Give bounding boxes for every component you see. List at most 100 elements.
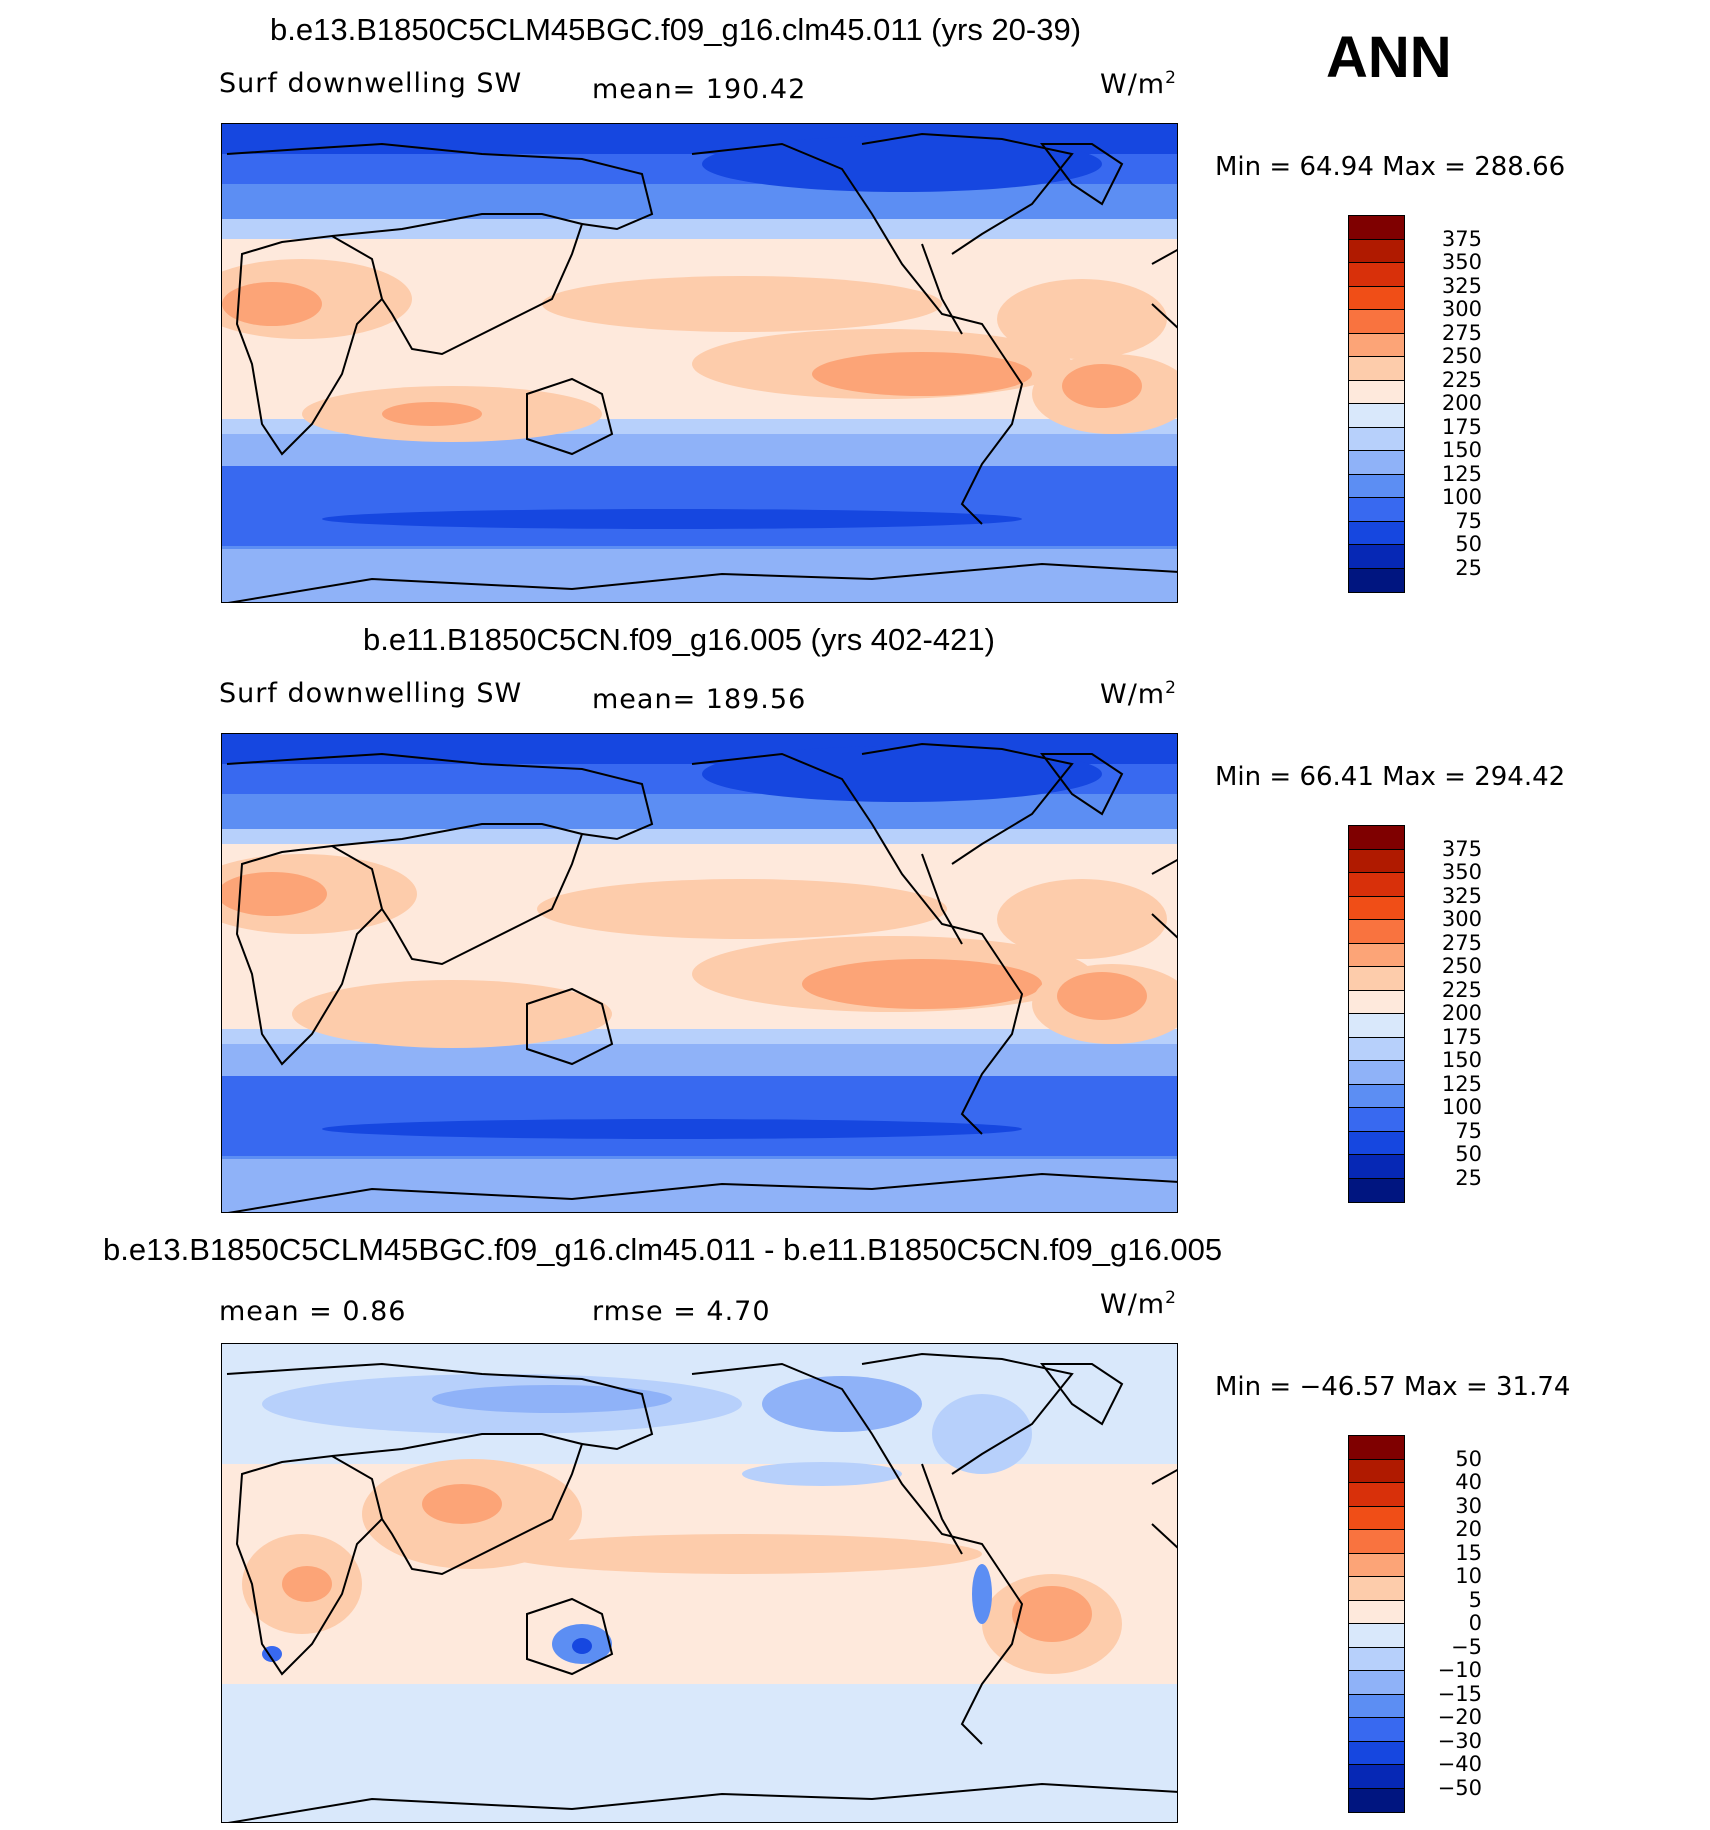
colorbar-swatch bbox=[1349, 474, 1404, 498]
colorbar-swatch bbox=[1349, 849, 1404, 873]
colorbar-tick-label: 125 bbox=[1441, 461, 1482, 486]
colorbar-tick-label: 300 bbox=[1441, 297, 1482, 321]
panel-1-variable: Surf downwelling SW bbox=[219, 68, 523, 99]
colorbar-swatch bbox=[1349, 1741, 1404, 1765]
colorbar-tick-label: 150 bbox=[1441, 1048, 1482, 1072]
colorbar-tick-label: 100 bbox=[1441, 485, 1482, 509]
units-superscript: 2 bbox=[1165, 1288, 1177, 1308]
panel-2-variable: Surf downwelling SW bbox=[219, 678, 523, 709]
colorbar-tick-label: 75 bbox=[1455, 508, 1482, 533]
colorbar-swatch bbox=[1349, 498, 1404, 522]
colorbar-swatch bbox=[1349, 1037, 1404, 1061]
units-text: W/m bbox=[1100, 679, 1166, 710]
colorbar-swatch bbox=[1349, 380, 1404, 404]
panel-2-min-max: Min = 66.41 Max = 294.42 bbox=[1215, 762, 1566, 792]
panel-2-colorbar bbox=[1348, 825, 1405, 1203]
colorbar-tick-label: 25 bbox=[1455, 555, 1482, 580]
colorbar-tick-label: 20 bbox=[1455, 1517, 1482, 1541]
colorbar-swatch bbox=[1349, 826, 1404, 850]
colorbar-tick-label: 175 bbox=[1441, 414, 1482, 439]
colorbar-swatch bbox=[1349, 1061, 1404, 1085]
colorbar-swatch bbox=[1349, 333, 1404, 357]
colorbar-swatch bbox=[1349, 967, 1404, 991]
colorbar-swatch bbox=[1349, 1788, 1404, 1812]
colorbar-swatch bbox=[1349, 1459, 1404, 1483]
panel-3-map-field bbox=[222, 1344, 1177, 1822]
colorbar-tick-label: 200 bbox=[1441, 391, 1482, 415]
colorbar-tick-label: 175 bbox=[1441, 1024, 1482, 1049]
colorbar-swatch bbox=[1349, 1108, 1404, 1132]
colorbar-swatch bbox=[1349, 1506, 1404, 1530]
colorbar-swatch bbox=[1349, 568, 1404, 592]
panel-3-units: W/m2 bbox=[1100, 1288, 1177, 1320]
colorbar-swatch bbox=[1349, 451, 1404, 475]
colorbar-swatch bbox=[1349, 1553, 1404, 1577]
colorbar-tick-label: 325 bbox=[1441, 883, 1482, 908]
panel-3-title: b.e13.B1850C5CLM45BGC.f09_g16.clm45.011 … bbox=[103, 1232, 1223, 1267]
panel-2-title: b.e11.B1850C5CN.f09_g16.005 (yrs 402-421… bbox=[363, 622, 995, 657]
colorbar-swatch bbox=[1349, 404, 1404, 428]
colorbar-swatch bbox=[1349, 1694, 1404, 1718]
colorbar-tick-label: −10 bbox=[1437, 1658, 1482, 1682]
colorbar-tick-label: 0 bbox=[1468, 1611, 1482, 1635]
colorbar-tick-label: 75 bbox=[1455, 1118, 1482, 1143]
colorbar-swatch bbox=[1349, 310, 1404, 334]
colorbar-tick-label: 375 bbox=[1441, 226, 1482, 251]
units-text: W/m bbox=[1100, 1289, 1166, 1320]
colorbar-swatch bbox=[1349, 357, 1404, 381]
colorbar-tick-label: 250 bbox=[1441, 954, 1482, 978]
colorbar-swatch bbox=[1349, 1577, 1404, 1601]
colorbar-tick-label: 15 bbox=[1455, 1540, 1482, 1565]
colorbar-swatch bbox=[1349, 1718, 1404, 1742]
colorbar-tick-label: 275 bbox=[1441, 930, 1482, 955]
panel-1-mean: mean= 190.42 bbox=[592, 74, 807, 105]
colorbar-swatch bbox=[1349, 920, 1404, 944]
panel-1-colorbar bbox=[1348, 215, 1405, 593]
colorbar-swatch bbox=[1349, 1671, 1404, 1695]
colorbar-tick-label: 350 bbox=[1441, 250, 1482, 274]
colorbar-swatch bbox=[1349, 1765, 1404, 1789]
colorbar-tick-label: 25 bbox=[1455, 1165, 1482, 1190]
colorbar-tick-label: −5 bbox=[1451, 1634, 1482, 1659]
colorbar-tick-label: 225 bbox=[1441, 367, 1482, 392]
panel-2-map-field bbox=[222, 734, 1177, 1212]
panel-1-title: b.e13.B1850C5CLM45BGC.f09_g16.clm45.011 … bbox=[270, 12, 1082, 47]
panel-3-map bbox=[221, 1343, 1178, 1823]
colorbar-swatch bbox=[1349, 943, 1404, 967]
panel-1-min-max: Min = 64.94 Max = 288.66 bbox=[1215, 152, 1566, 182]
colorbar-swatch bbox=[1349, 1483, 1404, 1507]
colorbar-swatch bbox=[1349, 521, 1404, 545]
colorbar-swatch bbox=[1349, 216, 1404, 240]
panel-3-rmse: rmse = 4.70 bbox=[592, 1296, 771, 1327]
units-text: W/m bbox=[1100, 69, 1166, 100]
colorbar-tick-label: 40 bbox=[1455, 1470, 1482, 1494]
panel-2-mean: mean= 189.56 bbox=[592, 684, 807, 715]
colorbar-tick-label: −40 bbox=[1437, 1752, 1482, 1776]
panel-3-mean: mean = 0.86 bbox=[219, 1296, 407, 1327]
season-label: ANN bbox=[1326, 25, 1452, 90]
colorbar-tick-label: 50 bbox=[1455, 1446, 1482, 1471]
panel-3-colorbar bbox=[1348, 1435, 1405, 1813]
colorbar-tick-label: 125 bbox=[1441, 1071, 1482, 1096]
colorbar-tick-label: 30 bbox=[1455, 1493, 1482, 1518]
colorbar-tick-label: 10 bbox=[1455, 1564, 1482, 1588]
colorbar-swatch bbox=[1349, 896, 1404, 920]
panel-2-units: W/m2 bbox=[1100, 678, 1177, 710]
colorbar-swatch bbox=[1349, 1624, 1404, 1648]
colorbar-swatch bbox=[1349, 1178, 1404, 1202]
colorbar-tick-label: 5 bbox=[1468, 1587, 1482, 1612]
panel-2-map bbox=[221, 733, 1178, 1213]
panel-1-map-field bbox=[222, 124, 1177, 602]
colorbar-swatch bbox=[1349, 1014, 1404, 1038]
colorbar-swatch bbox=[1349, 990, 1404, 1014]
colorbar-swatch bbox=[1349, 1530, 1404, 1554]
colorbar-swatch bbox=[1349, 1084, 1404, 1108]
colorbar-swatch bbox=[1349, 873, 1404, 897]
colorbar-tick-label: 50 bbox=[1455, 532, 1482, 556]
colorbar-tick-label: −20 bbox=[1437, 1705, 1482, 1729]
colorbar-swatch bbox=[1349, 239, 1404, 263]
colorbar-tick-label: 200 bbox=[1441, 1001, 1482, 1025]
colorbar-tick-label: 300 bbox=[1441, 907, 1482, 931]
panel-3-min-max: Min = −46.57 Max = 31.74 bbox=[1215, 1372, 1571, 1402]
colorbar-swatch bbox=[1349, 1131, 1404, 1155]
